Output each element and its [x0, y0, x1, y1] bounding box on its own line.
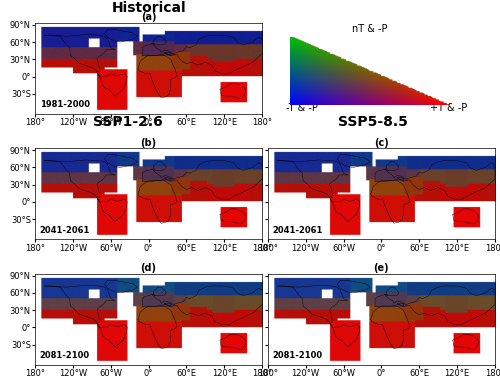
- Text: (e): (e): [374, 263, 389, 273]
- Text: 2081-2100: 2081-2100: [40, 351, 90, 360]
- Text: 1981-2000: 1981-2000: [40, 100, 90, 109]
- Text: 2081-2100: 2081-2100: [272, 351, 322, 360]
- Text: nT & -P: nT & -P: [352, 24, 388, 34]
- Text: (c): (c): [374, 137, 389, 147]
- Text: +T & -P: +T & -P: [430, 103, 468, 113]
- Text: SSP5-8.5: SSP5-8.5: [338, 115, 407, 129]
- Text: (a): (a): [141, 12, 156, 22]
- Text: SSP1-2.6: SSP1-2.6: [92, 115, 162, 129]
- Text: -T & -P: -T & -P: [286, 103, 318, 113]
- Text: (d): (d): [140, 263, 156, 273]
- Text: (b): (b): [140, 137, 156, 147]
- Text: 2041-2061: 2041-2061: [40, 226, 90, 235]
- Title: Historical: Historical: [112, 1, 186, 15]
- Text: 2041-2061: 2041-2061: [272, 226, 322, 235]
